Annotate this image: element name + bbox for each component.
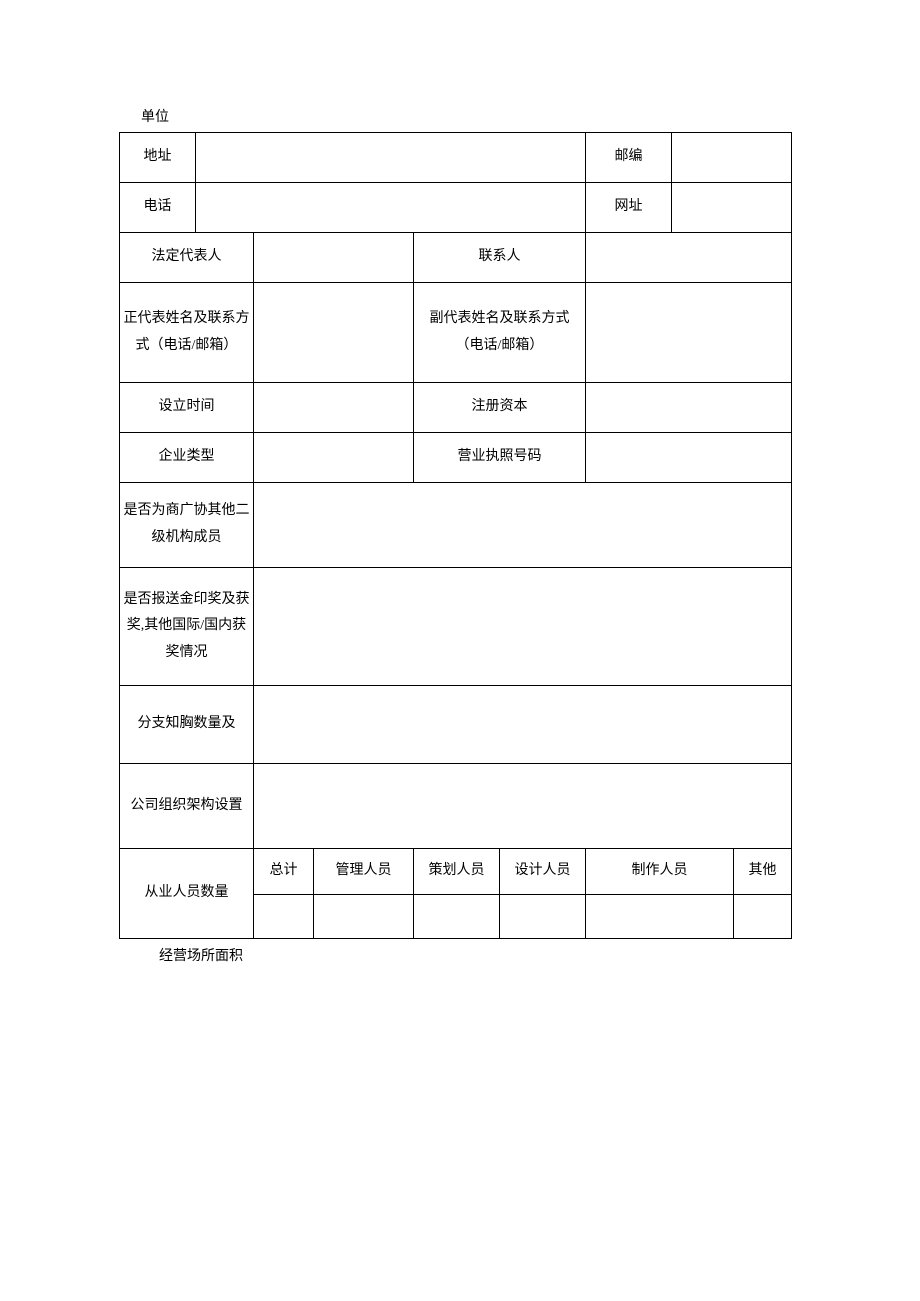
reg-capital-label: 注册资本 [414,383,586,433]
deputy-rep-label: 副代表姓名及联系方式（电话/邮箱） [414,283,586,383]
staff-count-label: 从业人员数量 [120,849,254,939]
staff-col-prod: 制作人员 [586,849,734,895]
award-value [254,568,792,686]
staff-val-total [254,895,314,939]
license-value [586,433,792,483]
staff-col-design: 设计人员 [500,849,586,895]
phone-label: 电话 [120,183,196,233]
postcode-value [672,133,792,183]
member-label: 是否为商广协其他二级机构成员 [120,483,254,568]
contact-label: 联系人 [414,233,586,283]
postcode-label: 邮编 [586,133,672,183]
staff-val-prod [586,895,734,939]
address-value [196,133,586,183]
website-value [672,183,792,233]
branch-value [254,686,792,764]
staff-val-mgmt [314,895,414,939]
legal-rep-label: 法定代表人 [120,233,254,283]
license-label: 营业执照号码 [414,433,586,483]
establish-label: 设立时间 [120,383,254,433]
establish-value [254,383,414,433]
staff-col-total: 总计 [254,849,314,895]
enterprise-type-label: 企业类型 [120,433,254,483]
form-table: 地址 邮编 电话 网址 法定代表人 联系人 正代表姓名及联系方式（电话/邮箱） … [119,132,792,939]
branch-label: 分支知胸数量及 [120,686,254,764]
staff-val-other [734,895,792,939]
main-rep-value [254,283,414,383]
staff-col-other: 其他 [734,849,792,895]
staff-col-mgmt: 管理人员 [314,849,414,895]
staff-val-plan [414,895,500,939]
contact-value [586,233,792,283]
deputy-rep-value [586,283,792,383]
org-structure-label: 公司组织架构设置 [120,764,254,849]
legal-rep-value [254,233,414,283]
address-label: 地址 [120,133,196,183]
enterprise-type-value [254,433,414,483]
phone-value [196,183,586,233]
staff-val-design [500,895,586,939]
award-label: 是否报送金印奖及获奖,其他国际/国内获奖情况 [120,568,254,686]
reg-capital-value [586,383,792,433]
member-value [254,483,792,568]
staff-col-plan: 策划人员 [414,849,500,895]
post-label: 经营场所面积 [119,945,790,965]
main-rep-label: 正代表姓名及联系方式（电话/邮箱） [120,283,254,383]
pre-label: 单位 [119,106,790,126]
org-structure-value [254,764,792,849]
website-label: 网址 [586,183,672,233]
